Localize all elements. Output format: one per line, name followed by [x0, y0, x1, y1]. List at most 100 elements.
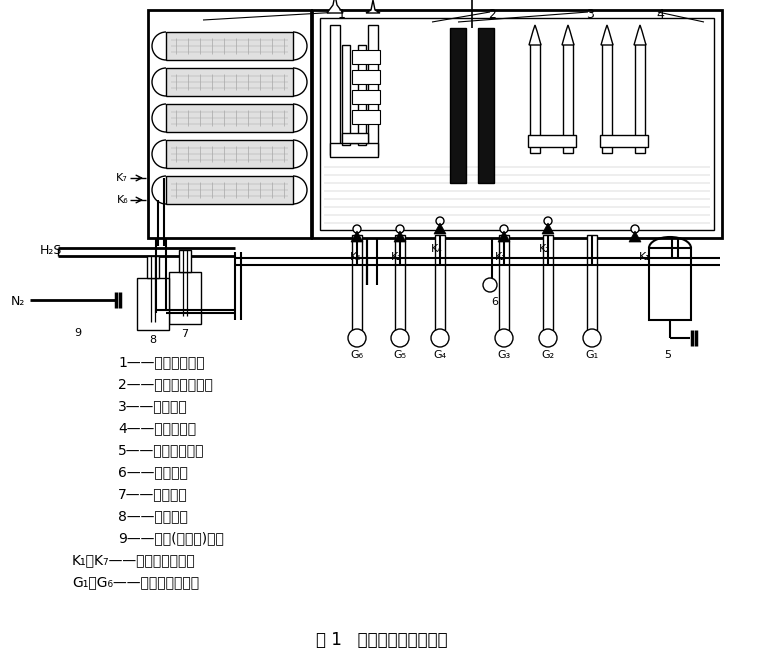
Text: 图 1   饱和硫容量测定装置: 图 1 饱和硫容量测定装置: [316, 631, 448, 649]
Bar: [635, 43, 645, 153]
Polygon shape: [351, 231, 363, 242]
Circle shape: [348, 329, 366, 347]
Bar: [166, 176, 293, 204]
Text: G₂: G₂: [542, 350, 555, 360]
Polygon shape: [498, 231, 510, 242]
Text: K₇: K₇: [116, 173, 128, 183]
Text: K₁～K₇——两通玻璃活塞；: K₁～K₇——两通玻璃活塞；: [72, 553, 196, 567]
Circle shape: [539, 329, 557, 347]
Bar: [450, 28, 466, 183]
Circle shape: [353, 225, 361, 233]
Polygon shape: [366, 0, 380, 13]
Polygon shape: [601, 25, 613, 45]
Text: 8——洗气瓶；: 8——洗气瓶；: [118, 509, 188, 523]
Bar: [169, 272, 201, 324]
Bar: [320, 18, 714, 230]
Bar: [600, 135, 648, 147]
Text: 7: 7: [181, 329, 189, 339]
Circle shape: [431, 329, 449, 347]
Bar: [352, 50, 380, 64]
Bar: [395, 235, 405, 330]
Bar: [530, 43, 540, 153]
Text: N₂: N₂: [11, 295, 25, 308]
Bar: [166, 68, 293, 96]
Bar: [563, 43, 573, 153]
Polygon shape: [634, 25, 646, 45]
Text: 5——空气净化罐；: 5——空气净化罐；: [118, 443, 205, 457]
Polygon shape: [629, 231, 641, 242]
Text: 5: 5: [665, 350, 672, 360]
Text: 7——氨水瓶；: 7——氨水瓶；: [118, 487, 188, 501]
Bar: [166, 140, 293, 168]
Polygon shape: [529, 25, 541, 45]
Bar: [358, 45, 366, 145]
Bar: [147, 256, 159, 278]
Bar: [330, 143, 378, 157]
Bar: [342, 133, 368, 143]
Text: H₂S: H₂S: [40, 244, 63, 257]
Text: 6——混合器；: 6——混合器；: [118, 465, 188, 479]
Text: G₃: G₃: [497, 350, 510, 360]
Text: 4——恒温水浴；: 4——恒温水浴；: [118, 421, 196, 435]
Text: 1——湿度调节器；: 1——湿度调节器；: [118, 355, 205, 369]
Circle shape: [396, 225, 404, 233]
Bar: [649, 248, 691, 320]
Circle shape: [583, 329, 601, 347]
Circle shape: [495, 329, 513, 347]
Text: G₁～G₆——毛细管流量计。: G₁～G₆——毛细管流量计。: [72, 575, 199, 589]
Polygon shape: [434, 223, 446, 234]
Bar: [528, 135, 576, 147]
Circle shape: [500, 225, 508, 233]
Bar: [137, 278, 169, 330]
Bar: [478, 28, 494, 183]
Text: 3: 3: [586, 8, 594, 21]
Text: G₆: G₆: [351, 350, 364, 360]
Text: 9: 9: [74, 328, 82, 338]
Polygon shape: [394, 231, 406, 242]
Bar: [352, 70, 380, 84]
Bar: [166, 32, 293, 60]
Text: G₁: G₁: [585, 350, 598, 360]
Bar: [602, 43, 612, 153]
Text: K₄: K₄: [431, 244, 443, 254]
Text: K₁: K₁: [639, 252, 651, 262]
Polygon shape: [562, 25, 574, 45]
Bar: [352, 90, 380, 104]
Text: K₆: K₆: [116, 195, 128, 205]
Polygon shape: [327, 0, 343, 13]
Text: K₂: K₂: [539, 244, 551, 254]
Text: K₃: K₃: [495, 252, 507, 262]
Text: K₂: K₂: [391, 252, 403, 262]
Circle shape: [544, 217, 552, 225]
Bar: [148, 10, 311, 238]
Text: 4: 4: [656, 8, 664, 21]
Circle shape: [631, 225, 639, 233]
Text: 1: 1: [338, 8, 346, 21]
Bar: [179, 250, 191, 272]
Bar: [330, 25, 340, 155]
Bar: [322, 163, 712, 228]
Text: 2——干湿球湿度计；: 2——干湿球湿度计；: [118, 377, 213, 391]
Circle shape: [436, 217, 444, 225]
Text: 8: 8: [150, 335, 157, 345]
Bar: [352, 110, 380, 124]
Bar: [543, 235, 553, 330]
Bar: [342, 45, 350, 145]
Text: 3——测定管；: 3——测定管；: [118, 399, 188, 413]
Circle shape: [483, 278, 497, 292]
Bar: [587, 235, 597, 330]
Circle shape: [391, 329, 409, 347]
Text: 2: 2: [488, 8, 496, 21]
Bar: [166, 104, 293, 132]
Bar: [312, 10, 722, 238]
Text: G₅: G₅: [393, 350, 406, 360]
Bar: [352, 235, 362, 330]
Text: 6: 6: [491, 297, 498, 307]
Text: K₅: K₅: [350, 252, 362, 262]
Bar: [368, 25, 378, 155]
Polygon shape: [542, 223, 554, 234]
Text: G₄: G₄: [433, 350, 447, 360]
Text: 9——氨气(或煤气)阀；: 9——氨气(或煤气)阀；: [118, 531, 224, 545]
Bar: [499, 235, 509, 330]
Bar: [435, 235, 445, 330]
